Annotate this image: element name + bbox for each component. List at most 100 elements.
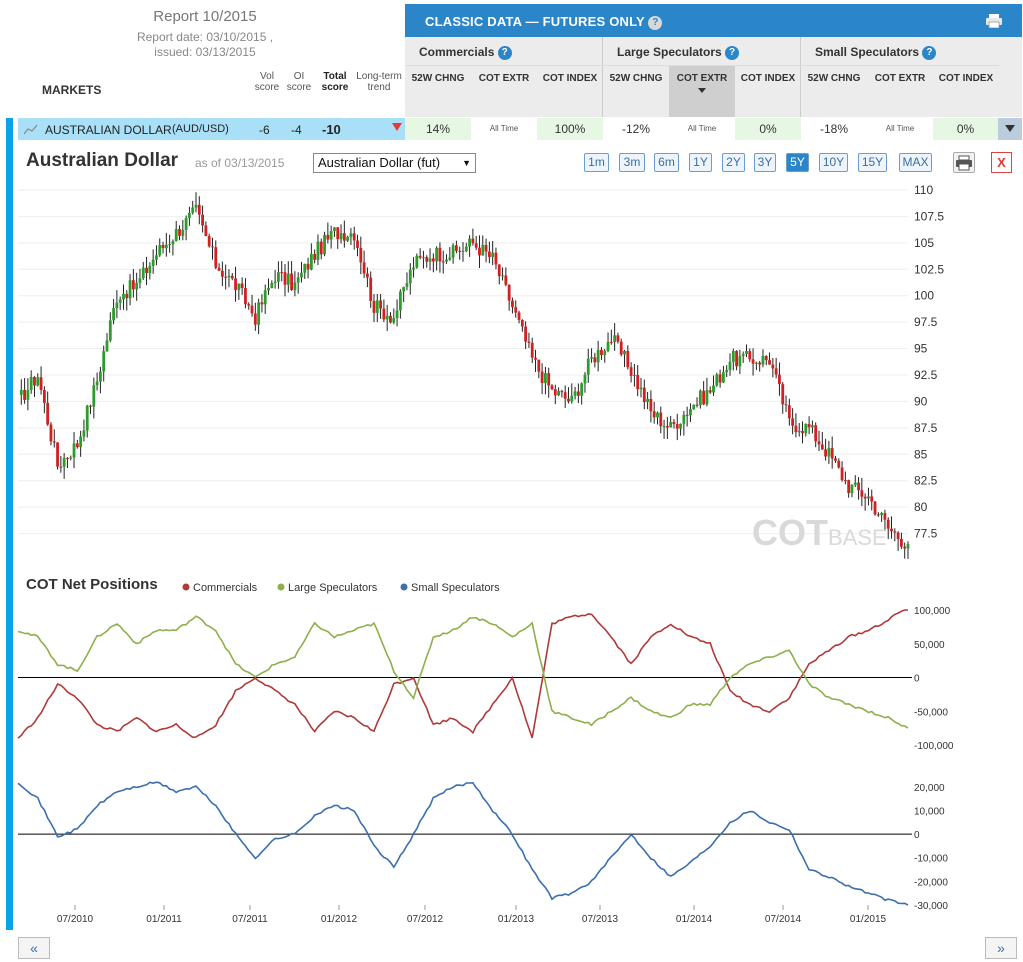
candle — [656, 412, 659, 418]
sub-52w-chng[interactable]: 52W CHNG — [801, 65, 867, 117]
candle — [151, 259, 155, 266]
candle — [751, 359, 755, 364]
candle — [184, 218, 188, 230]
candle — [692, 404, 696, 410]
range-button-1y[interactable]: 1Y — [689, 153, 712, 172]
candle — [431, 258, 435, 262]
candle — [267, 288, 270, 291]
candle — [230, 275, 234, 279]
candle — [303, 263, 307, 273]
sub-cot-index[interactable]: COT INDEX — [933, 65, 999, 117]
candle — [52, 441, 56, 443]
candle — [402, 286, 406, 292]
sub-52w-chng[interactable]: 52W CHNG — [603, 65, 669, 117]
market-row[interactable]: AUSTRALIAN DOLLAR (AUD/USD) -6 -4 -10 14… — [18, 118, 1022, 140]
group-name: Commercials ? — [419, 45, 512, 60]
range-button-1m[interactable]: 1m — [584, 153, 609, 172]
contract-select[interactable]: Australian Dollar (fut) — [313, 153, 476, 173]
candle — [570, 395, 574, 402]
chart-asof: as of 03/13/2015 — [195, 156, 285, 170]
range-button-3m[interactable]: 3m — [619, 153, 645, 172]
vol-score-header[interactable]: Vol score — [254, 71, 280, 93]
report-dates: Report date: 03/10/2015 , issued: 03/13/… — [110, 30, 300, 60]
sub-cot-extr[interactable]: COT EXTR — [867, 65, 933, 117]
series-line-large-speculators — [17, 615, 909, 729]
candle — [92, 385, 96, 407]
chart-close-button[interactable]: X — [991, 152, 1012, 173]
candle — [728, 361, 732, 370]
range-button-6m[interactable]: 6m — [654, 153, 679, 172]
candle — [148, 265, 152, 274]
oi-score-header[interactable]: OI score — [286, 71, 312, 93]
candle — [827, 448, 831, 457]
candle — [880, 513, 884, 516]
candle — [23, 389, 26, 400]
candle — [220, 270, 224, 277]
candle — [89, 405, 92, 407]
range-button-max[interactable]: MAX — [899, 153, 932, 172]
x-axis-label: 01/2014 — [676, 914, 713, 925]
long-term-trend-header[interactable]: Long-term trend — [356, 71, 402, 93]
range-button-10y[interactable]: 10Y — [819, 153, 848, 172]
candle — [211, 246, 214, 248]
row-collapse-toggle[interactable] — [998, 118, 1022, 140]
candle — [471, 238, 475, 244]
candle — [131, 280, 135, 290]
candle — [675, 424, 679, 429]
total-score-header[interactable]: Total score — [321, 71, 349, 93]
candle — [342, 233, 346, 241]
next-market-button[interactable]: » — [985, 937, 1017, 959]
help-icon[interactable]: ? — [922, 45, 937, 60]
help-icon[interactable]: ? — [725, 45, 740, 60]
sub-cot-index[interactable]: COT INDEX — [537, 65, 603, 117]
group-commercials: Commercials ? 52W CHNG COT EXTR COT INDE… — [405, 37, 603, 117]
range-button-2y[interactable]: 2Y — [722, 153, 745, 172]
candle — [253, 313, 257, 325]
print-icon[interactable] — [986, 14, 1002, 28]
candle — [784, 404, 788, 406]
candle — [626, 350, 630, 368]
candle — [576, 391, 580, 396]
range-button-3y[interactable]: 3Y — [754, 153, 776, 172]
group-name: Small Speculators ? — [815, 45, 937, 60]
candle — [491, 252, 495, 257]
range-button-15y[interactable]: 15Y — [858, 153, 887, 172]
candle — [346, 236, 350, 241]
candle — [524, 326, 528, 342]
sub-cot-extr-active[interactable]: COT EXTR — [669, 65, 735, 117]
help-icon[interactable]: ? — [648, 15, 663, 30]
candle — [540, 371, 544, 384]
candle — [178, 229, 181, 236]
range-button-5y[interactable]: 5Y — [786, 153, 809, 172]
x-axis-label: 07/2010 — [57, 914, 94, 925]
candle — [263, 290, 267, 305]
trend-down-arrow-icon — [392, 123, 402, 131]
candle — [494, 252, 498, 265]
chart-print-button[interactable] — [953, 152, 975, 173]
candle — [422, 257, 425, 259]
sub-cot-extr[interactable]: COT EXTR — [471, 65, 537, 117]
chart-icon — [24, 124, 38, 135]
candle — [600, 349, 603, 356]
comm-cot-index: 100% — [537, 118, 603, 140]
candle — [375, 300, 379, 313]
sub-52w-chng[interactable]: 52W CHNG — [405, 65, 471, 117]
candle — [441, 261, 445, 263]
candle — [642, 387, 646, 403]
candle — [715, 374, 719, 386]
x-axis-label: 07/2013 — [582, 914, 619, 925]
ss-cot-index: 0% — [933, 118, 998, 140]
sub-cot-index[interactable]: COT INDEX — [735, 65, 801, 117]
candle — [128, 280, 132, 299]
x-axis-label: 07/2014 — [765, 914, 802, 925]
candle — [194, 204, 198, 208]
market-name[interactable]: AUSTRALIAN DOLLAR — [45, 123, 172, 137]
price-y-tick-label: 92.5 — [914, 368, 938, 382]
candle — [550, 385, 554, 390]
candle — [408, 269, 412, 284]
candle — [646, 398, 649, 403]
candle — [903, 546, 907, 549]
candle — [616, 335, 620, 342]
prev-market-button[interactable]: « — [18, 937, 50, 959]
help-icon[interactable]: ? — [497, 45, 512, 60]
